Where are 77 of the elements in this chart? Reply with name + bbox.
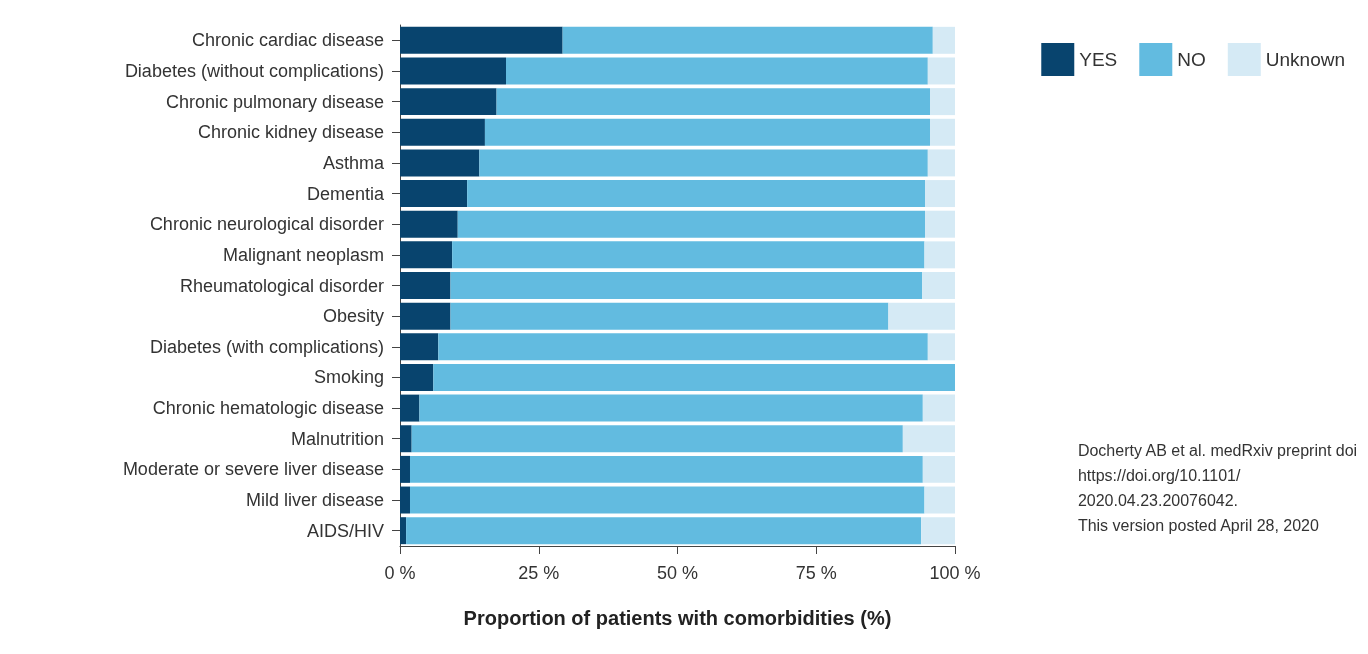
bar	[400, 88, 497, 116]
bar	[400, 241, 453, 269]
bar	[400, 363, 434, 391]
bar	[400, 517, 407, 545]
bar	[479, 149, 928, 177]
bar	[922, 272, 955, 299]
bar	[457, 210, 926, 238]
bar	[496, 88, 931, 116]
bar	[927, 333, 955, 361]
bar	[409, 455, 923, 483]
bar	[484, 118, 931, 146]
bar	[467, 180, 926, 208]
bar	[419, 394, 923, 422]
bar	[438, 333, 928, 361]
bar	[930, 118, 955, 146]
legend-label: Unknown	[1265, 49, 1346, 70]
bar	[450, 302, 889, 330]
bar	[400, 486, 410, 514]
bar	[400, 333, 439, 361]
y-tick-label: Smoking	[313, 367, 384, 388]
y-tick-label: Chronic pulmonary disease	[165, 91, 384, 112]
bar	[400, 180, 468, 208]
y-tick-label: Chronic kidney disease	[197, 122, 384, 143]
bar	[925, 210, 955, 238]
bar	[400, 272, 451, 299]
bar	[506, 57, 928, 85]
bar	[409, 486, 925, 514]
bar	[562, 26, 933, 54]
bar	[411, 425, 903, 453]
y-tick-label: Dementia	[306, 183, 385, 204]
bar	[902, 425, 955, 453]
bar	[400, 302, 451, 330]
bar	[400, 26, 563, 54]
bar	[927, 57, 955, 85]
bar	[925, 180, 955, 208]
bar	[450, 272, 923, 299]
x-tick-label: 0 %	[384, 563, 416, 583]
bar	[400, 425, 412, 453]
bar	[433, 363, 955, 391]
bar	[452, 241, 925, 269]
bar	[930, 88, 955, 116]
legend-label: YES	[1079, 49, 1118, 70]
bar	[400, 57, 507, 85]
y-tick-label: Mild liver disease	[245, 490, 384, 511]
bar	[924, 241, 955, 269]
y-tick-label: AIDS/HIV	[306, 520, 384, 541]
y-tick-label: Diabetes (with complications)	[149, 336, 384, 357]
x-tick-label: 25 %	[518, 563, 560, 583]
y-tick-label: Malnutrition	[290, 428, 384, 449]
y-tick-label: Obesity	[322, 306, 384, 327]
bar	[924, 486, 955, 514]
x-tick-label: 100 %	[929, 563, 981, 583]
bar	[932, 26, 955, 54]
legend-label: NO	[1177, 49, 1206, 70]
bar	[888, 302, 955, 330]
y-tick-label: Moderate or severe liver disease	[122, 459, 384, 480]
bar	[922, 455, 955, 483]
bar	[922, 394, 955, 422]
y-tick-label: Chronic hematologic disease	[152, 398, 384, 419]
y-tick-label: Chronic neurological disorder	[149, 214, 384, 235]
y-tick-label: Malignant neoplasm	[222, 244, 384, 265]
bar	[400, 394, 420, 422]
bar	[927, 149, 955, 177]
bar	[400, 118, 485, 146]
y-tick-label: Chronic cardiac disease	[191, 30, 384, 51]
bar	[406, 517, 922, 545]
bar	[400, 149, 480, 177]
x-tick-label: 75 %	[795, 563, 837, 583]
text: Docherty AB et al. medRxiv preprint doi https://doi.org/10.1101/ 2020.04.23.20076042. This version posted April 28, 2020	[1077, 442, 1358, 534]
x-axis-title: Proportion of patients with comorbidities (%)	[463, 607, 892, 629]
y-tick-label: Asthma	[322, 152, 385, 173]
x-tick-label: 50 %	[656, 563, 699, 583]
y-tick-label: Rheumatological disorder	[179, 275, 384, 296]
bar	[400, 455, 410, 483]
bar	[921, 517, 955, 545]
y-tick-label: Diabetes (without complications)	[124, 60, 384, 81]
bar	[400, 210, 458, 238]
